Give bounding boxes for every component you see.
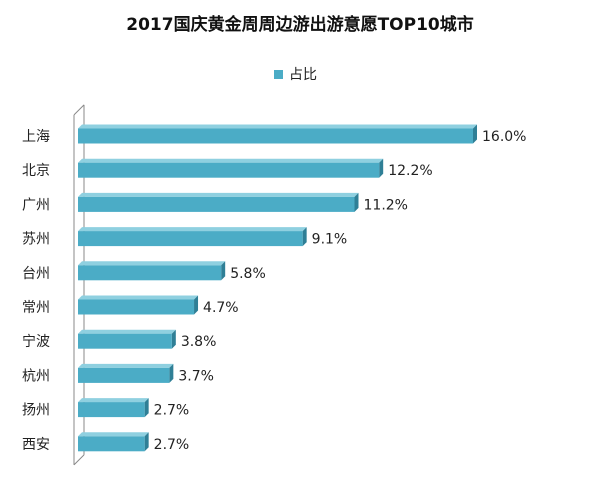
category-label: 苏州: [22, 232, 50, 248]
bar-top-face: [78, 261, 226, 266]
data-label: 12.2%: [388, 163, 432, 179]
category-label: 宁波: [22, 333, 50, 350]
bar-top-face: [78, 329, 176, 334]
bar-top-face: [78, 432, 149, 437]
data-label: 3.8%: [181, 334, 217, 350]
axis-line-top: [73, 104, 85, 116]
bar-end-face: [171, 329, 176, 349]
bar-top-face: [78, 363, 174, 368]
bar: [78, 299, 195, 315]
chart-legend: 占比: [274, 64, 317, 84]
legend-swatch: [274, 69, 283, 79]
category-label: 广州: [22, 197, 50, 213]
bar: [78, 402, 145, 418]
bar: [78, 436, 145, 452]
category-label: 西安: [22, 437, 50, 453]
category-label: 扬州: [22, 403, 50, 419]
legend-label: 占比: [289, 67, 317, 83]
bar-group: 台州 5.8%: [22, 261, 266, 282]
category-label: 台州: [22, 266, 50, 282]
bar-group: 宁波 3.8%: [22, 329, 217, 350]
category-label: 上海: [22, 129, 50, 145]
bar: [78, 231, 303, 247]
bar-end-face: [473, 124, 477, 144]
bar-end-face: [302, 227, 307, 247]
bar-group: 扬州 2.7%: [22, 398, 189, 419]
bar-top-face: [78, 158, 384, 163]
chart-title: 2017国庆黄金周周边游出游意愿TOP10城市: [126, 15, 474, 35]
bar: [78, 162, 380, 178]
axis-line-bottom: [73, 454, 85, 466]
data-label: 5.8%: [230, 266, 266, 282]
bar-end-face: [144, 398, 149, 418]
bar-group: 苏州 9.1%: [22, 227, 347, 248]
bar: [78, 265, 222, 281]
bar: [78, 333, 172, 349]
bar-group: 西安 2.7%: [22, 432, 189, 453]
bar-group: 上海 16.0%: [22, 124, 526, 145]
data-label: 2.7%: [154, 437, 190, 453]
bar: [78, 196, 355, 212]
bar-end-face: [144, 432, 149, 452]
data-label: 2.7%: [154, 403, 190, 419]
bar-end-face: [194, 295, 199, 315]
bar-group: 杭州 3.7%: [22, 363, 214, 384]
bar-top-face: [78, 227, 307, 232]
data-label: 4.7%: [203, 300, 239, 316]
category-label: 北京: [22, 163, 50, 179]
bar-top-face: [78, 295, 199, 300]
category-label: 杭州: [22, 368, 50, 384]
bar-group: 广州 11.2%: [22, 192, 408, 213]
bar: [78, 367, 170, 383]
bar-end-face: [379, 158, 384, 178]
bar-end-face: [354, 192, 359, 212]
data-label: 9.1%: [312, 232, 348, 248]
data-label: 16.0%: [482, 129, 526, 145]
bar-top-face: [78, 124, 477, 129]
bar: [78, 128, 473, 144]
bar-group: 北京 12.2%: [22, 158, 433, 179]
bar-end-face: [221, 261, 226, 281]
bar-group: 常州 4.7%: [22, 295, 239, 316]
data-label: 11.2%: [364, 197, 408, 213]
category-label: 常州: [22, 300, 50, 316]
data-label: 3.7%: [178, 368, 214, 384]
bar-end-face: [169, 363, 174, 383]
bar-top-face: [78, 192, 359, 197]
bar-top-face: [78, 398, 149, 403]
